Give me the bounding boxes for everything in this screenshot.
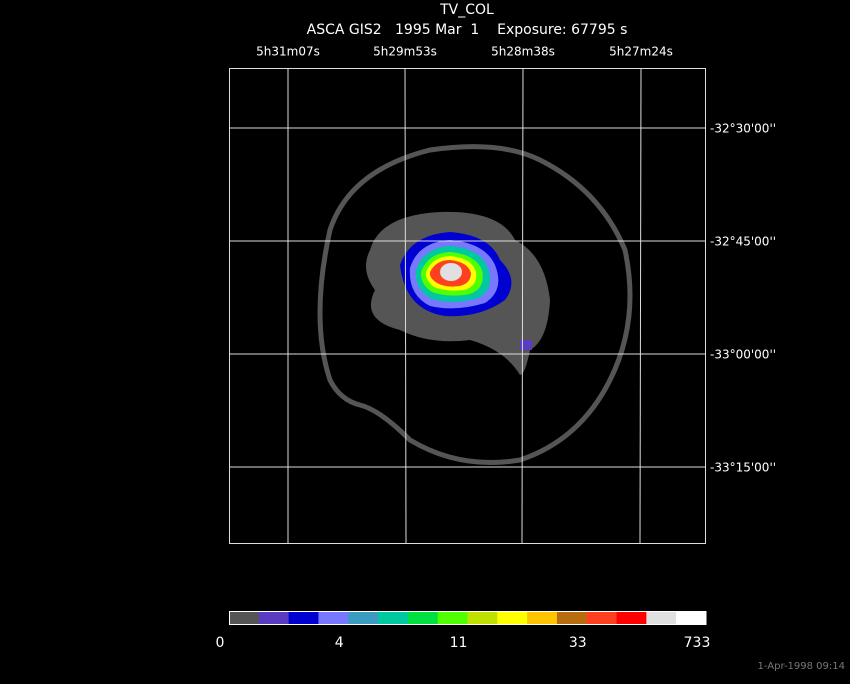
colorbar: 0 4 11 33 733	[216, 611, 711, 651]
colorbar-swatch	[586, 611, 618, 625]
colorbar-swatch	[318, 611, 349, 625]
subtitle: ASCA GIS2 1995 Mar 1 Exposure: 67795 s	[307, 22, 628, 38]
ra-line	[639, 67, 642, 544]
source-core	[440, 263, 462, 281]
ra-label: 5h27m24s	[609, 45, 673, 59]
colorbar-label: 33	[569, 635, 587, 651]
colorbar-swatch	[348, 611, 379, 625]
dec-label: -33°15'00''	[710, 461, 776, 475]
colorbar-swatch	[527, 611, 558, 625]
detector-ring	[317, 144, 633, 465]
timestamp: 1-Apr-1998 09:14	[758, 661, 845, 672]
point-source	[520, 340, 532, 350]
colorbar-swatch	[556, 611, 588, 625]
colorbar-swatch	[676, 611, 707, 625]
colorbar-swatch	[646, 611, 677, 625]
ra-line	[404, 67, 407, 544]
colorbar-swatch	[288, 611, 319, 625]
colorbar-swatch	[437, 611, 468, 625]
colorbar-swatch	[497, 611, 528, 625]
colorbar-label: 4	[335, 635, 344, 651]
colorbar-swatch	[616, 611, 647, 625]
ra-label: 5h31m07s	[256, 45, 320, 59]
colorbar-label: 733	[684, 635, 711, 651]
colorbar-swatch	[378, 611, 409, 625]
ra-line	[521, 67, 524, 544]
colorbar-label: 0	[216, 635, 225, 651]
colorbar-swatch	[467, 611, 498, 625]
ra-label: 5h29m53s	[373, 45, 437, 59]
colorbar-swatch	[407, 611, 439, 625]
ra-label: 5h28m38s	[491, 45, 555, 59]
title: TV_COL	[439, 2, 494, 18]
colorbar-swatch	[258, 611, 290, 625]
dec-label: -32°45'00''	[710, 235, 776, 249]
frame	[229, 68, 706, 544]
colorbar-label: 11	[450, 635, 468, 651]
colorbar-swatch	[229, 611, 260, 625]
dec-label: -33°00'00''	[710, 348, 776, 362]
dec-label: -32°30'00''	[710, 122, 776, 136]
sky-image	[317, 144, 633, 465]
colorbar-border	[229, 611, 706, 625]
coordinate-grid	[229, 67, 706, 544]
